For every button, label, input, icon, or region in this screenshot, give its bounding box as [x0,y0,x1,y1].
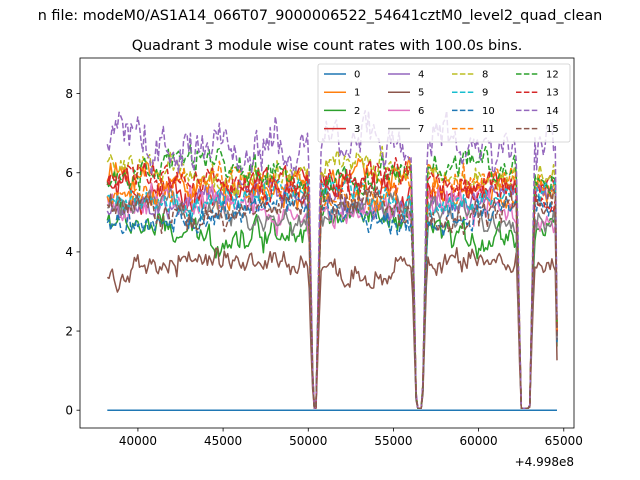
legend-label-4: 4 [418,70,424,81]
x-offset-label: +4.998e8 [515,455,574,469]
y-tick-label: 2 [65,324,73,338]
x-tick-label: 60000 [460,434,498,448]
legend-label-0: 0 [354,70,360,81]
legend-label-2: 2 [354,106,360,117]
legend-label-8: 8 [482,70,488,81]
x-tick-label: 50000 [289,434,327,448]
y-tick-label: 6 [65,166,73,180]
y-tick-label: 0 [65,403,73,417]
plot-frame [79,57,575,429]
legend-label-12: 12 [546,70,559,81]
y-axis: 0 2 4 6 8 [65,87,80,417]
legend-label-15: 15 [546,124,559,135]
legend-label-9: 9 [482,88,488,99]
legend-label-10: 10 [482,106,495,117]
y-tick-label: 8 [65,87,73,101]
legend-label-6: 6 [418,106,424,117]
series-line-9 [106,174,558,409]
y-tick-label: 4 [65,245,73,259]
legend-label-11: 11 [482,124,495,135]
legend-box [317,63,571,143]
figure-suptitle: n file: modeM0/AS1A14_066T07_9000006522_… [38,8,603,24]
legend-label-5: 5 [418,88,424,99]
legend-label-14: 14 [546,106,559,117]
x-axis: 40000 45000 50000 55000 60000 65000 [119,428,583,448]
series-line-15 [106,185,558,409]
series-line-10 [106,188,558,409]
legend-label-1: 1 [354,88,360,99]
x-tick-label: 45000 [204,434,242,448]
x-tick-label: 55000 [374,434,412,448]
legend-label-3: 3 [354,124,360,135]
series-line-13 [106,156,558,409]
legend-label-7: 7 [418,124,424,135]
x-tick-label: 65000 [545,434,583,448]
legend-label-13: 13 [546,88,559,99]
series-layer [106,109,558,411]
chart-title: Quadrant 3 module wise count rates with … [132,38,523,54]
x-tick-label: 40000 [119,434,157,448]
series-line-5 [106,247,558,410]
